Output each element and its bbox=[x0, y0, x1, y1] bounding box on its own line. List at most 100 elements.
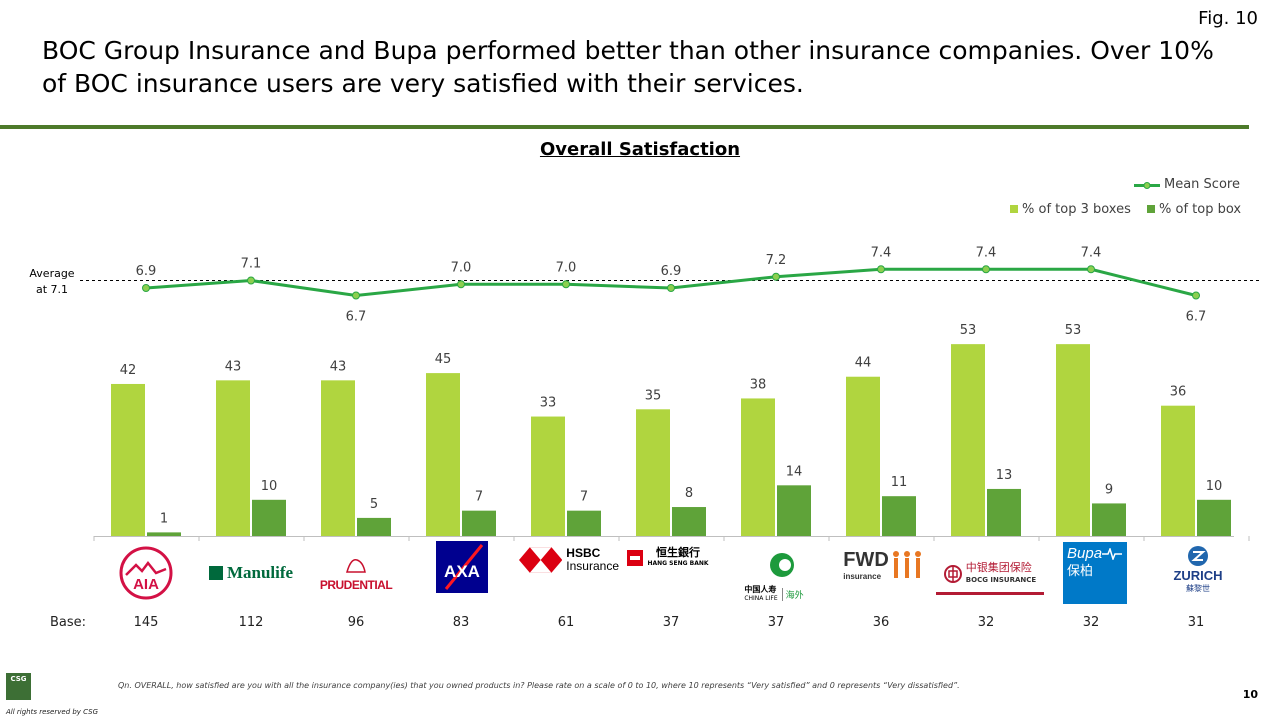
bar-top3 bbox=[846, 376, 880, 536]
bocg-logo-subtext: BOCG INSURANCE bbox=[965, 576, 1037, 584]
hang-seng-logo: 恒生銀行 HANG SENG BANK bbox=[622, 544, 714, 572]
bupa-logo: Bupa 保柏 bbox=[1063, 542, 1127, 604]
china-life-emblem-icon bbox=[770, 553, 795, 577]
mean-score-label: 7.4 bbox=[1081, 245, 1102, 260]
average-label-line2: at 7.1 bbox=[35, 283, 69, 296]
mean-score-label: 7.0 bbox=[556, 260, 577, 275]
mean-score-point bbox=[247, 276, 255, 285]
hsbc-logo-subtext: Insurance bbox=[566, 559, 619, 573]
mean-score-point bbox=[877, 265, 885, 274]
prudential-logo: PRUDENTIAL bbox=[318, 540, 394, 606]
csg-logo-text: CSG bbox=[10, 675, 27, 683]
mean-score-label: 7.4 bbox=[976, 245, 997, 260]
bar-topbox bbox=[987, 488, 1021, 536]
bar-topbox bbox=[252, 499, 286, 536]
manulife-logo: Manulife bbox=[203, 540, 299, 606]
rights-text: All rights reserved by CSG bbox=[6, 708, 99, 716]
aia-logo-text: AIA bbox=[133, 576, 159, 593]
base-value: 32 bbox=[1082, 615, 1100, 630]
question-footnote: Qn. OVERALL, how satisfied are you with … bbox=[118, 681, 960, 690]
bar-top3 bbox=[321, 380, 355, 536]
bar-top3-label: 42 bbox=[120, 363, 137, 378]
bar-topbox bbox=[462, 510, 496, 536]
hsbc-logo-text: HSBC bbox=[566, 546, 601, 560]
axa-logo: AXA bbox=[436, 541, 488, 593]
average-label: Average at 7.1 bbox=[20, 266, 84, 298]
mean-score-label: 7.0 bbox=[451, 260, 472, 275]
mean-score-label: 6.9 bbox=[136, 264, 157, 279]
mean-score-label: 6.7 bbox=[346, 310, 367, 325]
mean-score-label: 7.1 bbox=[241, 257, 262, 272]
bar-topbox bbox=[882, 496, 916, 536]
bar-topbox-label: 8 bbox=[685, 486, 693, 501]
legend-top3-swatch bbox=[1010, 205, 1018, 213]
bar-topbox bbox=[672, 507, 706, 536]
mean-score-label: 7.2 bbox=[766, 253, 787, 268]
bupa-logo-text: Bupa bbox=[1067, 545, 1103, 562]
bar-top3 bbox=[741, 398, 775, 536]
legend-label-mean-score: Mean Score bbox=[1164, 177, 1240, 192]
bar-topbox-label: 9 bbox=[1105, 482, 1113, 497]
legend-label-topbox: % of top box bbox=[1159, 202, 1242, 217]
headline: BOC Group Insurance and Bupa performed b… bbox=[42, 36, 1214, 98]
mean-score-label: 6.9 bbox=[661, 264, 682, 279]
bar-topbox bbox=[567, 510, 601, 536]
mean-score-label: 6.7 bbox=[1186, 310, 1207, 325]
bar-top3 bbox=[216, 380, 250, 536]
figure-label: Fig. 10 bbox=[1198, 8, 1258, 29]
bar-topbox bbox=[777, 485, 811, 536]
bar-top3 bbox=[636, 409, 670, 536]
legend-mean-score-marker bbox=[1143, 182, 1151, 189]
prudential-logo-text: PRUDENTIAL bbox=[319, 578, 393, 592]
bar-topbox-label: 14 bbox=[786, 464, 803, 479]
zurich-logo-text: ZURICH bbox=[1173, 568, 1223, 583]
rock-icon bbox=[346, 559, 366, 573]
mean-score-point bbox=[457, 280, 465, 289]
bar-top3-label: 43 bbox=[330, 359, 347, 374]
chart-title: Overall Satisfaction bbox=[539, 139, 741, 160]
mean-score-point bbox=[1192, 291, 1200, 300]
mean-score-label: 7.4 bbox=[871, 245, 892, 260]
runners-icon bbox=[892, 551, 921, 578]
boc-emblem-icon bbox=[943, 565, 962, 583]
bar-top3 bbox=[951, 344, 985, 536]
china-life-logo-text: 中国人寿 bbox=[744, 585, 777, 594]
bar-topbox-label: 10 bbox=[1206, 479, 1223, 494]
legend-topbox-swatch bbox=[1147, 205, 1155, 213]
manulife-logo-text: Manulife bbox=[226, 563, 294, 582]
mean-score-point bbox=[772, 272, 780, 281]
bar-top3-label: 33 bbox=[540, 396, 557, 411]
divider bbox=[0, 125, 1249, 129]
china-life-overseas-text: 海外 bbox=[781, 587, 804, 601]
zurich-logo-subtext: 蘇黎世 bbox=[1185, 584, 1210, 593]
mean-score-point bbox=[667, 284, 675, 292]
hsbc-hexagon-icon bbox=[519, 547, 563, 573]
base-value: 145 bbox=[133, 615, 159, 630]
heartbeat-icon bbox=[1102, 547, 1123, 560]
mean-score-point bbox=[1087, 265, 1095, 274]
csg-logo: CSG bbox=[6, 673, 31, 700]
base-value: 96 bbox=[347, 615, 365, 630]
bar-top3-label: 35 bbox=[645, 388, 662, 403]
bar-top3-label: 38 bbox=[750, 377, 767, 392]
manulife-m-icon bbox=[208, 566, 223, 580]
bar-topbox bbox=[147, 532, 181, 536]
bar-topbox-label: 7 bbox=[475, 490, 483, 505]
hang-seng-logo-text: 恒生銀行 bbox=[655, 546, 700, 559]
base-label: Base: bbox=[50, 615, 87, 630]
bar-top3 bbox=[426, 373, 460, 536]
base-value: 31 bbox=[1187, 615, 1205, 630]
china-life-logo-subtext: CHINA LIFE bbox=[744, 595, 778, 602]
base-value: 32 bbox=[977, 615, 995, 630]
base-value: 83 bbox=[452, 615, 470, 630]
bar-topbox bbox=[357, 517, 391, 536]
fwd-logo-subtext: insurance bbox=[843, 572, 882, 581]
page-number: 10 bbox=[1242, 688, 1258, 701]
axa-logo-icon: AXA bbox=[444, 544, 484, 590]
bar-top3 bbox=[531, 416, 565, 536]
bar-topbox-label: 7 bbox=[580, 490, 588, 505]
mean-score-point bbox=[982, 265, 990, 274]
bar-topbox-label: 5 bbox=[370, 497, 378, 512]
bar-topbox bbox=[1092, 503, 1126, 536]
